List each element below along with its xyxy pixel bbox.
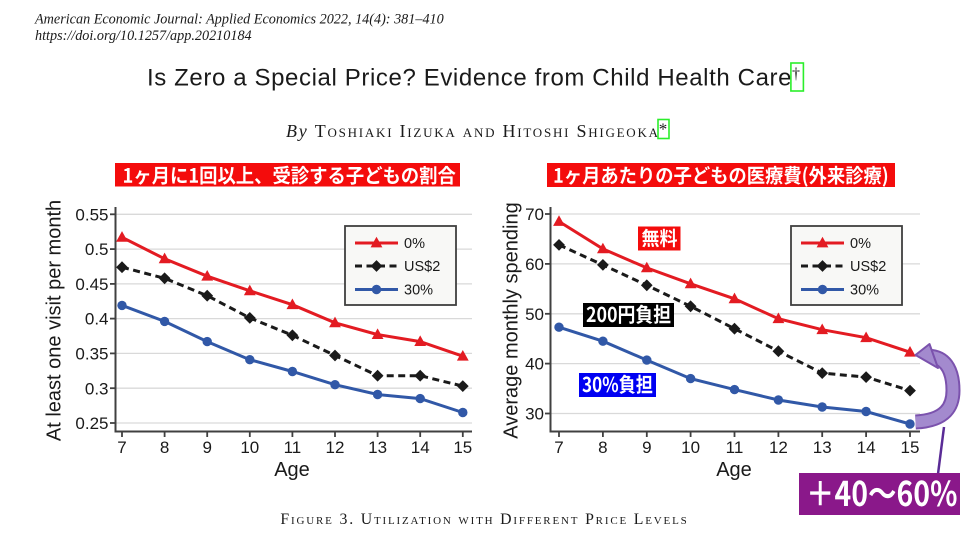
svg-text:0.5: 0.5 <box>85 240 109 259</box>
svg-text:9: 9 <box>202 438 211 457</box>
svg-text:60: 60 <box>525 255 544 274</box>
svg-text:Is Zero a Special Price? Evide: Is Zero a Special Price? Evidence from C… <box>147 65 792 92</box>
svg-text:0%: 0% <box>404 236 425 252</box>
svg-text:https://doi.org/10.1257/app.20: https://doi.org/10.1257/app.20210184 <box>35 28 252 44</box>
svg-text:0.35: 0.35 <box>75 345 108 364</box>
svg-text:40: 40 <box>525 355 544 374</box>
svg-text:9: 9 <box>642 438 651 457</box>
svg-text:Average monthly spending: Average monthly spending <box>501 202 523 438</box>
svg-text:14: 14 <box>411 438 430 457</box>
svg-text:12: 12 <box>326 438 345 457</box>
svg-text:US$2: US$2 <box>850 259 886 275</box>
svg-text:0%: 0% <box>850 236 871 252</box>
svg-text:12: 12 <box>769 438 788 457</box>
svg-text:30%: 30% <box>850 283 879 299</box>
svg-text:7: 7 <box>554 438 563 457</box>
svg-text:0.3: 0.3 <box>85 379 109 398</box>
svg-text:13: 13 <box>813 438 832 457</box>
svg-text:0.25: 0.25 <box>75 414 108 433</box>
svg-text:11: 11 <box>284 438 302 457</box>
svg-text:Age: Age <box>716 459 752 481</box>
svg-text:10: 10 <box>240 438 259 457</box>
svg-text:US$2: US$2 <box>404 259 440 275</box>
svg-text:At least one visit per month: At least one visit per month <box>44 200 66 441</box>
svg-text:50: 50 <box>525 305 544 324</box>
svg-text:15: 15 <box>453 438 472 457</box>
svg-text:10: 10 <box>681 438 700 457</box>
svg-text:American Economic Journal: App: American Economic Journal: Applied Econo… <box>34 12 444 28</box>
svg-text:14: 14 <box>857 438 876 457</box>
svg-text:13: 13 <box>368 438 387 457</box>
svg-text:Figure 3. Utilization with Dif: Figure 3. Utilization with Different Pri… <box>280 511 688 528</box>
svg-text:0.45: 0.45 <box>75 275 108 294</box>
svg-text:30%: 30% <box>404 283 433 299</box>
svg-text:30: 30 <box>525 405 544 424</box>
svg-text:11: 11 <box>726 438 744 457</box>
svg-text:By Toshiaki Iizuka and Hitoshi: By Toshiaki Iizuka and Hitoshi Shigeoka <box>286 121 660 141</box>
svg-text:15: 15 <box>901 438 920 457</box>
svg-text:0.55: 0.55 <box>75 205 108 224</box>
svg-text:70: 70 <box>525 205 544 224</box>
svg-text:*: * <box>659 120 668 139</box>
svg-text:7: 7 <box>117 438 126 457</box>
svg-text:8: 8 <box>160 438 169 457</box>
svg-text:†: † <box>792 66 800 83</box>
svg-text:Age: Age <box>274 459 310 481</box>
svg-text:8: 8 <box>598 438 607 457</box>
svg-text:0.4: 0.4 <box>85 310 109 329</box>
